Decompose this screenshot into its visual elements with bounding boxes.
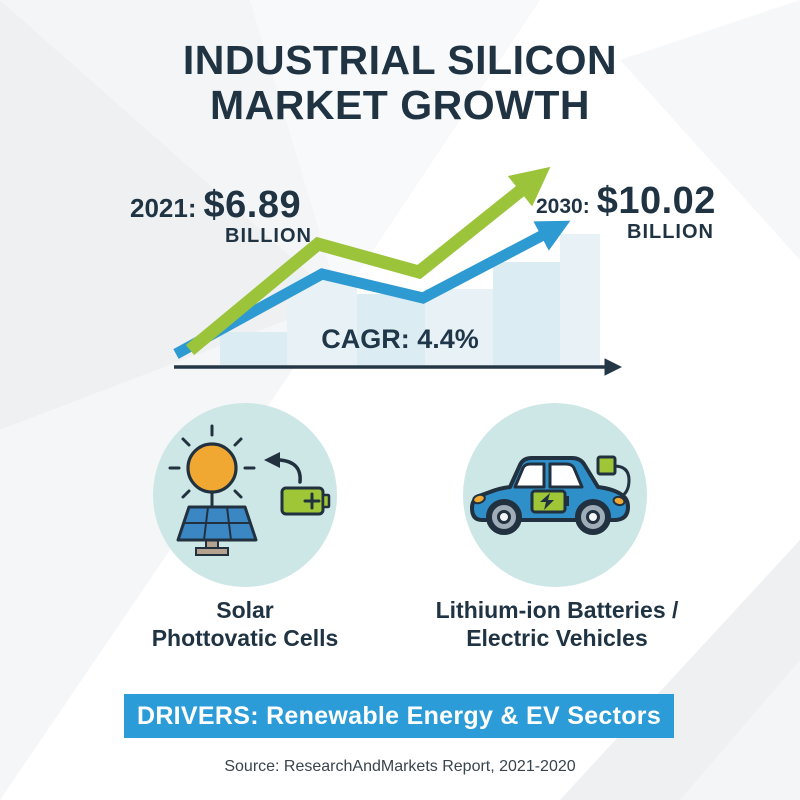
cagr-label: CAGR: 4.4% xyxy=(321,324,479,354)
start-year: 2021: xyxy=(130,193,197,223)
battery-icon xyxy=(280,486,331,516)
car-wheels xyxy=(486,499,611,535)
taillight-icon xyxy=(612,495,626,507)
start-amount: $6.89 xyxy=(203,184,302,226)
page-title-line1: INDUSTRIAL SILICON xyxy=(182,37,618,83)
driver-label-solar: Solar Phottovatic Cells xyxy=(90,596,400,652)
end-amount: $10.02 xyxy=(596,180,716,222)
lightning-bolt-icon xyxy=(540,493,554,510)
driver-label-ev: Lithium-ion Batteries / Electric Vehicle… xyxy=(402,596,712,652)
source-attribution: Source: ResearchAndMarkets Report, 2021-… xyxy=(224,758,576,775)
page-title: INDUSTRIAL SILICON MARKET GROWTH xyxy=(0,38,800,128)
driver-label-solar-line1: Solar xyxy=(216,597,274,623)
charging-plug-icon xyxy=(596,455,631,499)
electric-vehicle-icon xyxy=(463,403,647,587)
start-unit: BILLION xyxy=(225,225,312,247)
driver-label-ev-line1: Lithium-ion Batteries / xyxy=(435,597,679,623)
start-value-label: 2021: $6.89 BILLION xyxy=(130,184,316,248)
growth-trend-chart xyxy=(173,166,622,376)
ev-battery-icon xyxy=(530,489,569,514)
solar-panel-icon xyxy=(176,505,258,542)
headlight-icon xyxy=(472,493,486,505)
chart-bars xyxy=(220,234,600,365)
driver-label-ev-line2: Electric Vehicles xyxy=(466,625,648,651)
driver-label-solar-line2: Phottovatic Cells xyxy=(151,625,339,651)
green-trend-arrow xyxy=(185,166,551,356)
curved-arrow-icon xyxy=(264,452,302,484)
sun-icon xyxy=(186,442,238,494)
solar-panel-battery-icon xyxy=(153,403,337,587)
drivers-banner: DRIVERS: Renewable Energy & EV Sectors xyxy=(124,694,674,738)
end-unit: BILLION xyxy=(627,221,714,243)
page-title-line2: MARKET GROWTH xyxy=(209,82,590,128)
blue-trend-arrow xyxy=(173,220,571,359)
